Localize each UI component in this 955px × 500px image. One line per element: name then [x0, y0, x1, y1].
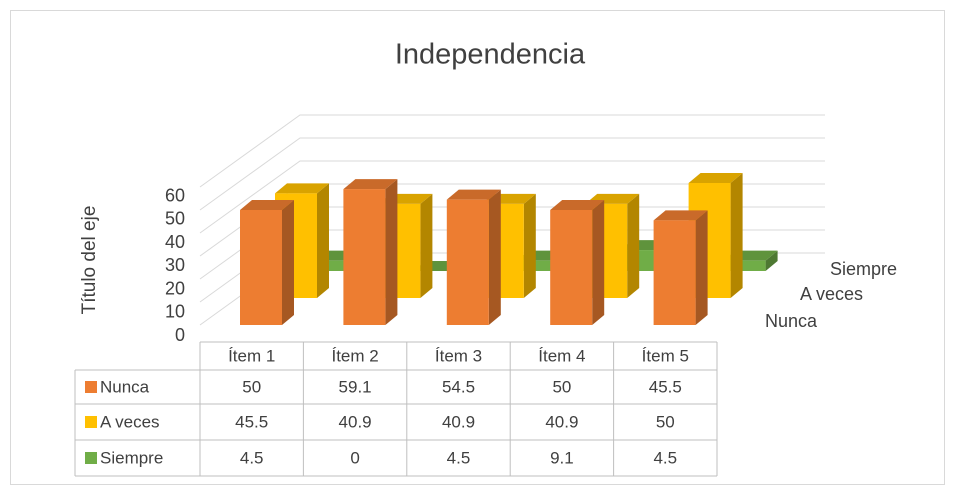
table-value: 50 [552, 377, 571, 396]
legend-label: Siempre [100, 448, 163, 467]
table-value: 45.5 [649, 377, 682, 396]
table-value: 50 [242, 377, 261, 396]
table-value: 9.1 [550, 448, 574, 467]
x-tick-label: Ítem 1 [228, 346, 275, 365]
table-value: 59.1 [339, 377, 372, 396]
x-tick-label: Ítem 5 [642, 346, 689, 365]
bar-side [420, 194, 432, 298]
table-value: 40.9 [339, 412, 372, 431]
y-tick-label: 10 [165, 302, 185, 322]
x-tick-label: Ítem 4 [538, 346, 585, 365]
y-tick-label: 20 [165, 278, 185, 298]
bar-side [385, 179, 397, 325]
legend-swatch [85, 416, 97, 428]
y-axis-label: Título del eje [79, 206, 100, 315]
table-value: 45.5 [235, 412, 268, 431]
bar-side [696, 210, 708, 325]
y-tick-label: 60 [165, 185, 185, 205]
bar [240, 210, 282, 325]
bar-side [282, 200, 294, 325]
bar-side [489, 190, 501, 325]
table-value: 50 [656, 412, 675, 431]
x-tick-label: Ítem 2 [331, 346, 378, 365]
bar [447, 200, 489, 325]
bar-side [524, 194, 536, 298]
bar-side [731, 173, 743, 298]
depth-axis-label: A veces [800, 284, 863, 304]
bar [343, 189, 385, 325]
legend-label: Nunca [100, 377, 150, 396]
bar [654, 220, 696, 325]
legend-label: A veces [100, 412, 160, 431]
bar-side [592, 200, 604, 325]
y-tick-label: 30 [165, 255, 185, 275]
depth-axis-label: Nunca [765, 311, 818, 331]
x-tick-label: Ítem 3 [435, 346, 482, 365]
table-value: 4.5 [447, 448, 471, 467]
table-value: 54.5 [442, 377, 475, 396]
table-value: 4.5 [240, 448, 264, 467]
legend-swatch [85, 452, 97, 464]
bar [550, 210, 592, 325]
y-tick-label: 40 [165, 232, 185, 252]
table-value: 40.9 [545, 412, 578, 431]
table-value: 40.9 [442, 412, 475, 431]
bar-side [627, 194, 639, 298]
depth-axis-label: Siempre [830, 259, 897, 279]
table-value: 0 [350, 448, 359, 467]
chart-title: Independencia [395, 39, 586, 71]
legend-swatch [85, 381, 97, 393]
table-value: 4.5 [653, 448, 677, 467]
y-tick-label: 50 [165, 209, 185, 229]
bar-side [317, 183, 329, 298]
y-tick-label: 0 [175, 325, 185, 345]
